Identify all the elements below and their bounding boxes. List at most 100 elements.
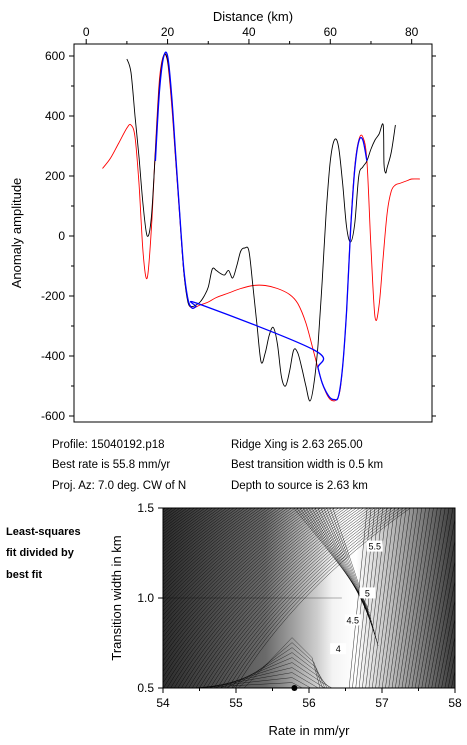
contour-line (414, 508, 446, 688)
ridge-xing-text: Ridge Xing is 2.63 265.00 (231, 439, 363, 451)
y-tick-label: 0 (58, 229, 65, 243)
contour-line (217, 508, 393, 688)
contour-line (163, 508, 299, 633)
contour-line (177, 508, 353, 688)
contour-line (172, 687, 349, 688)
anomaly-chart-frame (73, 43, 433, 423)
transition-tick-label: 0.5 (137, 681, 154, 695)
contour-line (408, 508, 438, 688)
contour-line (385, 508, 411, 688)
rate-tick-label: 58 (448, 696, 462, 710)
contour-line (431, 559, 455, 688)
contour-line (163, 508, 245, 575)
contour-line (411, 508, 442, 688)
contour-line (163, 508, 220, 553)
contour-labels: 5.5 5 4.5 4 (330, 540, 383, 655)
y-axis-label: Anomaly amplitude (9, 178, 24, 289)
contour-line (395, 508, 422, 688)
contour-line (163, 508, 224, 556)
contour-label-bg (359, 587, 376, 599)
contour-line (163, 508, 263, 593)
rate-tick-label: 57 (375, 696, 389, 710)
depth-source-text: Depth to source is 2.63 km (231, 480, 368, 492)
contour-line (166, 687, 352, 688)
contour-line (163, 508, 206, 541)
contour-line (444, 635, 455, 688)
anomaly-series (102, 51, 420, 402)
contour-line (206, 508, 382, 688)
contour-line (163, 508, 235, 565)
side-label-line-1: Least-squares (6, 526, 81, 538)
contour-line (202, 672, 337, 688)
rate-tick-label: 55 (229, 696, 243, 710)
contour-line (163, 508, 238, 569)
contour-line (348, 508, 368, 688)
proj-az-text: Proj. Az: 7.0 deg. CW of N (52, 480, 186, 492)
transition-tick-label: 1.5 (137, 501, 154, 515)
side-label: Least-squares fit divided by best fit (6, 526, 81, 581)
side-label-line-2: fit divided by (6, 547, 75, 559)
contour-line (188, 508, 364, 688)
contour-line (199, 508, 375, 688)
contour-lines (163, 508, 467, 688)
contour-line (391, 508, 419, 688)
contour-line (163, 508, 310, 647)
contour-line (163, 508, 281, 612)
y-axis-label-bottom: Transition width in km (109, 535, 124, 660)
contour-line (365, 508, 387, 688)
fit-anomaly-line (154, 51, 368, 401)
contour-line (231, 508, 407, 688)
contour-line (163, 508, 332, 678)
contour-line (163, 508, 260, 589)
best-transition-text: Best transition width is 0.5 km (231, 459, 383, 471)
contour-line (163, 508, 267, 597)
contour-line (227, 508, 404, 688)
contour-line (438, 598, 455, 688)
contour-line (166, 508, 343, 688)
contour-line (163, 508, 199, 535)
transition-tick-label: 1.0 (137, 591, 154, 605)
contour-line (375, 508, 399, 688)
contour-line (163, 508, 292, 625)
y-tick-label: -200 (41, 289, 65, 303)
contour-line (428, 538, 455, 688)
contour-line (378, 508, 403, 688)
contour-line (163, 508, 328, 673)
contour-line (213, 662, 333, 688)
x-axis-label: Rate in mm/yr (269, 723, 351, 738)
contour-label: 4.5 (347, 615, 360, 625)
contour-line (447, 652, 455, 688)
info-block: Profile: 15040192.p18 Best rate is 55.8 … (52, 439, 383, 492)
contour-line (163, 508, 271, 600)
contour-line (209, 508, 386, 688)
rate-axis: 54 55 56 57 58 (156, 688, 462, 710)
contour-line (388, 508, 415, 688)
anomaly-chart: Distance (km) 0 20 40 60 80 600 400 200 0 -200 -4… (9, 9, 436, 423)
contour-line (372, 508, 395, 688)
top-x-tick-label: 80 (405, 25, 419, 39)
contour-line (421, 508, 454, 688)
contour-line (220, 508, 397, 688)
contour-line (441, 617, 455, 688)
profile-text: Profile: 15040192.p18 (52, 439, 165, 451)
contour-line (353, 687, 354, 688)
contour-line (163, 508, 202, 538)
contour-label-bg (330, 643, 347, 655)
y-axis: 600 400 200 0 -200 -400 -600 (41, 49, 436, 423)
y-tick-label: 600 (45, 49, 65, 63)
contour-line (163, 508, 278, 608)
contour-line (202, 508, 379, 688)
contour-line (458, 508, 467, 688)
best-fit-point (291, 685, 298, 691)
contour-line (163, 508, 296, 629)
y-tick-label: 400 (45, 109, 65, 123)
contour-line (163, 508, 249, 579)
contour-line (163, 508, 325, 667)
contour-line (163, 508, 289, 620)
y-tick-label: -400 (41, 349, 65, 363)
contour-line (163, 508, 253, 582)
contour-label-bg (366, 540, 383, 552)
contour-line (461, 508, 467, 688)
rate-tick-label: 54 (156, 696, 170, 710)
